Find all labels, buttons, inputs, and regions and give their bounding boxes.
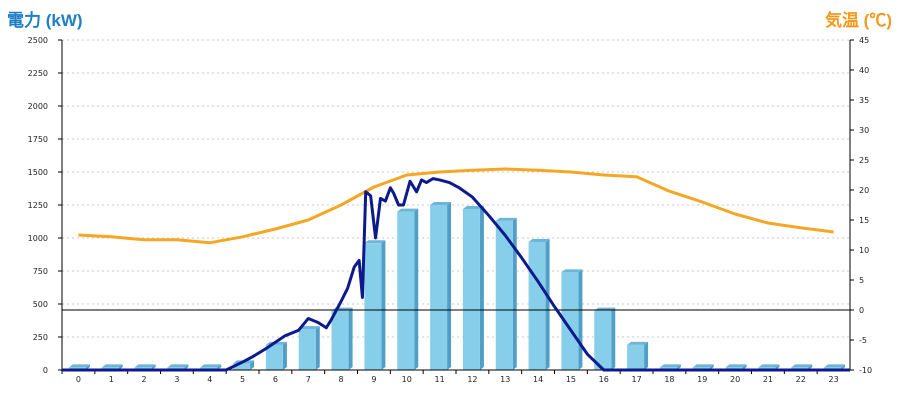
left-tick-label: 500 — [33, 300, 48, 309]
x-tick-label: 11 — [434, 375, 444, 384]
left-tick-label: 0 — [43, 366, 48, 375]
left-tick-label: 2250 — [28, 69, 48, 78]
bar-side — [479, 205, 484, 370]
left-tick-label: 2000 — [28, 102, 48, 111]
x-tick-label: 5 — [240, 375, 245, 384]
x-tick-label: 19 — [697, 375, 707, 384]
bar-side — [315, 326, 320, 370]
bar-top — [167, 364, 189, 368]
x-tick-label: 22 — [796, 375, 806, 384]
bar — [364, 243, 382, 370]
bar-side — [611, 307, 616, 370]
x-tick-label: 4 — [207, 375, 212, 384]
x-tick-label: 3 — [174, 375, 179, 384]
bar-side — [348, 307, 353, 370]
bar-side — [545, 238, 550, 370]
bar-top — [101, 364, 123, 368]
bar-top — [364, 240, 386, 244]
bar-side — [644, 341, 649, 370]
bar-top — [791, 364, 813, 368]
x-tick-label: 17 — [631, 375, 641, 384]
right-tick-label: -10 — [859, 366, 872, 375]
left-tick-label: 250 — [33, 333, 48, 342]
right-tick-label: 40 — [859, 66, 869, 75]
x-tick-label: 14 — [533, 375, 543, 384]
left-tick-label: 2500 — [28, 36, 48, 45]
bar — [331, 310, 349, 370]
bar-top — [824, 364, 846, 368]
left-axis-title: 電力 (kW) — [7, 11, 83, 30]
x-tick-label: 7 — [306, 375, 311, 384]
bar-top — [725, 364, 747, 368]
right-tick-label: 25 — [859, 156, 869, 165]
x-tick-label: 0 — [76, 375, 81, 384]
x-tick-label: 10 — [402, 375, 412, 384]
left-tick-label: 1250 — [28, 201, 48, 210]
right-tick-label: 10 — [859, 246, 869, 255]
bar-side — [282, 341, 287, 370]
x-tick-label: 8 — [339, 375, 344, 384]
x-tick-label: 16 — [599, 375, 609, 384]
right-tick-label: 15 — [859, 216, 869, 225]
bar — [495, 220, 513, 370]
left-tick-label: 750 — [33, 267, 48, 276]
power-line — [62, 177, 850, 372]
right-tick-label: 20 — [859, 186, 869, 195]
bar — [528, 241, 546, 370]
bar-side — [250, 360, 255, 370]
x-tick-label: 20 — [730, 375, 740, 384]
bar-side — [512, 217, 517, 370]
x-tick-label: 1 — [109, 375, 114, 384]
right-tick-label: 0 — [859, 306, 864, 315]
right-tick-label: 45 — [859, 36, 869, 45]
bar-side — [578, 269, 583, 370]
left-tick-label: 1000 — [28, 234, 48, 243]
x-tick-label: 18 — [664, 375, 674, 384]
x-tick-label: 23 — [828, 375, 838, 384]
bar-top — [627, 341, 649, 345]
bar-top — [134, 364, 156, 368]
right-tick-label: 30 — [859, 126, 869, 135]
bar-top — [528, 238, 550, 242]
bar — [627, 344, 645, 370]
x-tick-label: 13 — [500, 375, 510, 384]
bar — [462, 208, 480, 370]
bar-top — [397, 208, 419, 212]
x-tick-label: 2 — [142, 375, 147, 384]
x-tick-label: 12 — [467, 375, 477, 384]
x-tick-label: 9 — [371, 375, 376, 384]
bar — [265, 344, 283, 370]
temperature-line — [78, 167, 834, 245]
x-tick-label: 15 — [566, 375, 576, 384]
bar — [397, 211, 415, 370]
right-tick-label: 35 — [859, 96, 869, 105]
bar-top — [692, 364, 714, 368]
bar — [430, 205, 448, 370]
right-axis-title: 気温 (℃) — [824, 11, 892, 30]
right-tick-label: -5 — [859, 336, 867, 345]
left-tick-label: 1750 — [28, 135, 48, 144]
bar-top — [68, 364, 90, 368]
bar — [594, 310, 612, 370]
bar — [561, 272, 579, 370]
left-tick-label: 1500 — [28, 168, 48, 177]
bar-side — [381, 240, 386, 370]
bar — [298, 329, 316, 370]
bar-top — [430, 202, 452, 205]
x-tick-label: 21 — [763, 375, 773, 384]
bar-top — [758, 364, 780, 368]
bar-top — [561, 269, 583, 273]
bar-side — [447, 202, 452, 370]
bar-top — [298, 326, 320, 330]
bar-top — [200, 364, 222, 368]
bar-top — [495, 217, 517, 221]
bar — [233, 363, 251, 370]
right-tick-label: 5 — [859, 276, 864, 285]
bar-side — [414, 208, 419, 370]
bar-top — [659, 364, 681, 368]
x-tick-label: 6 — [273, 375, 278, 384]
bar-top — [462, 205, 484, 209]
